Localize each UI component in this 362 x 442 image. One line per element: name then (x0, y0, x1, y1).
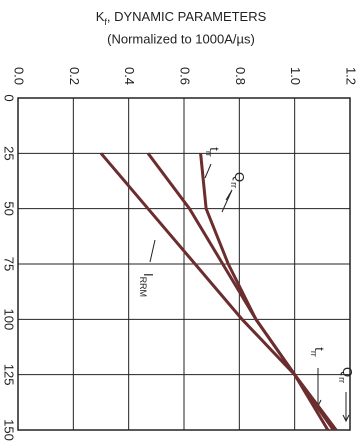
series-label: Qrr (229, 172, 247, 188)
arrow (149, 239, 156, 263)
x-tick-label: 75 (2, 257, 17, 271)
series-label-main: Q (340, 367, 355, 377)
arrow (342, 392, 350, 423)
series-label-sub: rr (309, 351, 319, 357)
x-tick-label: 50 (2, 201, 17, 215)
y-tick-label: 1.2 (344, 67, 359, 85)
title-rest: , DYNAMIC PARAMETERS (107, 9, 267, 24)
series-label-main: Q (232, 172, 247, 182)
series-label-main: I (141, 273, 156, 277)
y-tick-label: 0.2 (67, 67, 82, 85)
title-sub: f (104, 17, 107, 27)
series-label-sub: rr (204, 151, 214, 157)
series-label-main: t (207, 147, 222, 151)
series-label-sub: RRM (138, 277, 148, 298)
arrow (204, 163, 212, 179)
series-line (99, 152, 335, 431)
series-label: Qrr (337, 367, 355, 383)
x-tick-label: 100 (2, 308, 17, 330)
x-tick-label: 125 (2, 364, 17, 386)
series-line (146, 152, 330, 431)
label-arrows (149, 163, 350, 423)
series-label: IRRM (138, 273, 156, 297)
x-tick-label: 25 (2, 146, 17, 160)
series-label-sub: rr (229, 182, 239, 188)
series-label-sub: rr (337, 377, 347, 383)
y-tick-label: 0.0 (12, 67, 27, 85)
series-line (199, 153, 338, 431)
chart-subtitle: (Normalized to 1000A/µs) (107, 31, 255, 46)
y-tick-label: 0.8 (233, 67, 248, 85)
chart-title: Kf, DYNAMIC PARAMETERS (96, 9, 267, 27)
x-tick-label: 0 (2, 94, 17, 101)
arrow (314, 368, 322, 408)
series-label-main: t (312, 347, 327, 351)
x-tick-label: 150 (2, 419, 17, 441)
y-tick-label: 0.4 (122, 67, 137, 85)
y-tick-label: 1.0 (288, 67, 303, 85)
title-main: K (96, 9, 105, 24)
series-label: trr (309, 347, 327, 357)
y-tick-label: 0.6 (178, 67, 193, 85)
series-label: trr (204, 147, 222, 157)
